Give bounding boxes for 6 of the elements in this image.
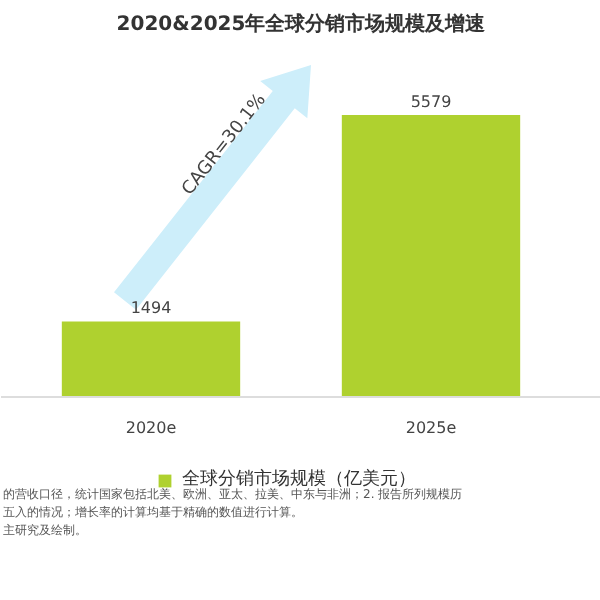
- data-label: 1494: [130, 299, 172, 318]
- chart-title: 2020&2025年全球分销市场规模及增速: [116, 12, 488, 36]
- legend-label: 全球分销市场规模（亿美元）: [182, 467, 416, 490]
- x-tick-label: 2020e: [125, 419, 177, 437]
- x-tick-label: 2025e: [405, 419, 457, 437]
- data-label: 5579: [410, 93, 452, 111]
